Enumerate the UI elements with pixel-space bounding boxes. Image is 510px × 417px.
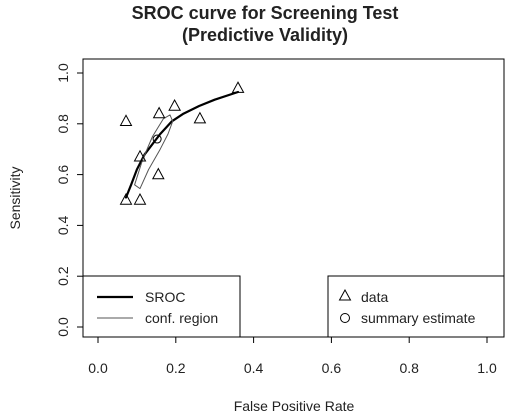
summary-estimate-point xyxy=(152,134,162,144)
x-axis: 0.0 0.2 0.4 0.6 0.8 1.0 xyxy=(88,336,497,376)
legend-conf-region-label: conf. region xyxy=(145,310,218,326)
x-tick-label: 0.4 xyxy=(244,360,264,376)
x-axis-label: False Positive Rate xyxy=(234,398,355,414)
data-point-triangle xyxy=(119,114,133,126)
legend-left-box xyxy=(82,275,241,338)
data-point-triangle xyxy=(168,98,182,111)
legend-summary-symbol xyxy=(340,313,350,323)
x-tick-label: 0.6 xyxy=(322,360,342,376)
data-point-triangle xyxy=(133,149,147,162)
legend-sroc-label: SROC xyxy=(145,289,185,305)
legend-right-box xyxy=(327,275,505,338)
sroc-curve xyxy=(124,90,240,199)
plot-marks xyxy=(119,81,245,205)
chart-subtitle: (Predictive Validity) xyxy=(182,25,348,45)
x-tick-label: 0.8 xyxy=(399,360,419,376)
x-tick-label: 0.0 xyxy=(88,360,108,376)
y-tick-label: 0.0 xyxy=(55,317,71,337)
chart-title: SROC curve for Screening Test xyxy=(132,3,399,23)
y-axis-label: Sensitivity xyxy=(7,166,23,229)
legend-right: data summary estimate xyxy=(327,275,505,338)
legend-data-symbol xyxy=(338,288,352,301)
legend-data-label: data xyxy=(361,289,388,305)
data-point-triangle xyxy=(152,106,166,119)
confidence-region xyxy=(134,114,174,190)
y-tick-label: 0.6 xyxy=(55,165,71,185)
legend-summary-label: summary estimate xyxy=(361,310,476,326)
y-tick-label: 0.8 xyxy=(55,114,71,134)
data-point-triangle xyxy=(193,111,207,124)
y-tick-label: 1.0 xyxy=(55,63,71,83)
y-tick-label: 0.4 xyxy=(55,215,71,235)
x-tick-label: 0.2 xyxy=(166,360,186,376)
y-axis: 0.0 0.2 0.4 0.6 0.8 1.0 xyxy=(55,63,84,337)
data-point-triangle xyxy=(151,167,165,180)
data-point-triangle xyxy=(133,192,147,205)
y-tick-label: 0.2 xyxy=(55,266,71,286)
legend-left: SROC conf. region xyxy=(82,275,241,338)
data-point-triangle xyxy=(231,81,245,93)
x-tick-label: 1.0 xyxy=(477,360,497,376)
data-point-triangle xyxy=(119,192,133,205)
